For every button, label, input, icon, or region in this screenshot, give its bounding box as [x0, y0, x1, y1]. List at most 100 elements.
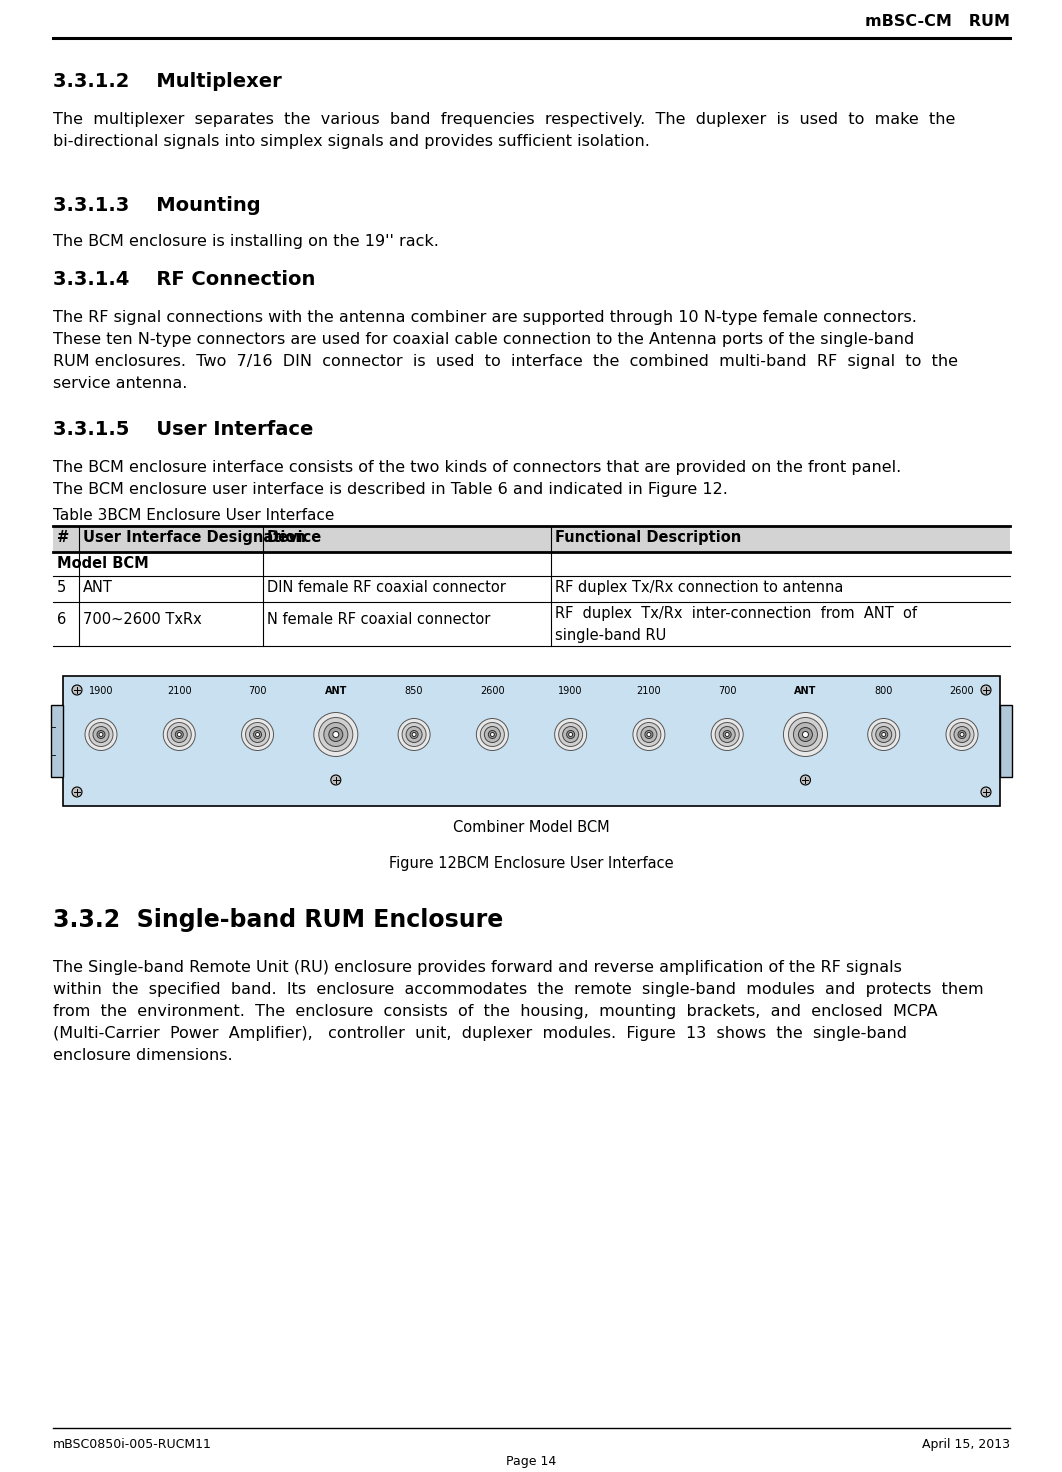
Circle shape — [801, 774, 810, 785]
Circle shape — [72, 684, 82, 695]
Text: DIN female RF coaxial connector: DIN female RF coaxial connector — [267, 580, 506, 595]
Circle shape — [799, 727, 812, 742]
Circle shape — [72, 788, 82, 796]
Circle shape — [245, 723, 270, 746]
Circle shape — [723, 730, 731, 739]
Text: Functional Description: Functional Description — [555, 530, 741, 545]
Bar — [51, 705, 63, 777]
Text: 6: 6 — [57, 612, 66, 627]
Text: enclosure dimensions.: enclosure dimensions. — [53, 1048, 233, 1063]
Circle shape — [412, 733, 416, 736]
Circle shape — [491, 733, 495, 736]
Circle shape — [402, 723, 426, 746]
Text: ANT: ANT — [325, 686, 347, 696]
Text: mBSC0850i-005-RUCM11: mBSC0850i-005-RUCM11 — [53, 1438, 212, 1451]
Text: April 15, 2013: April 15, 2013 — [922, 1438, 1010, 1451]
Text: 3.3.2  Single-band RUM Enclosure: 3.3.2 Single-band RUM Enclosure — [53, 908, 503, 932]
Circle shape — [93, 727, 109, 742]
Text: Device: Device — [267, 530, 322, 545]
Circle shape — [563, 727, 579, 742]
Circle shape — [313, 712, 358, 757]
Circle shape — [554, 718, 586, 751]
Circle shape — [484, 727, 500, 742]
Text: The Single-band Remote Unit (RU) enclosure provides forward and reverse amplific: The Single-band Remote Unit (RU) enclosu… — [53, 960, 902, 974]
Circle shape — [803, 732, 808, 737]
Circle shape — [784, 712, 827, 757]
Circle shape — [559, 723, 583, 746]
Circle shape — [876, 727, 892, 742]
Circle shape — [168, 723, 191, 746]
Circle shape — [241, 718, 274, 751]
Circle shape — [981, 788, 991, 796]
Circle shape — [331, 774, 341, 785]
Circle shape — [329, 727, 343, 742]
Circle shape — [960, 733, 964, 736]
Text: RUM enclosures.  Two  7/16  DIN  connector  is  used  to  interface  the  combin: RUM enclosures. Two 7/16 DIN connector i… — [53, 353, 958, 369]
Text: 2600: 2600 — [949, 686, 974, 696]
Text: Figure 12BCM Enclosure User Interface: Figure 12BCM Enclosure User Interface — [389, 857, 673, 871]
Text: from  the  environment.  The  enclosure  consists  of  the  housing,  mounting  : from the environment. The enclosure cons… — [53, 1004, 938, 1019]
Circle shape — [85, 718, 117, 751]
Text: The BCM enclosure interface consists of the two kinds of connectors that are pro: The BCM enclosure interface consists of … — [53, 459, 902, 475]
Circle shape — [398, 718, 430, 751]
Text: 800: 800 — [874, 686, 893, 696]
Text: 5: 5 — [57, 580, 66, 595]
Text: ANT: ANT — [83, 580, 113, 595]
Circle shape — [489, 730, 496, 739]
Text: within  the  specified  band.  Its  enclosure  accommodates  the  remote  single: within the specified band. Its enclosure… — [53, 982, 983, 997]
Text: User Interface Designation: User Interface Designation — [83, 530, 306, 545]
Circle shape — [868, 718, 900, 751]
Circle shape — [567, 730, 575, 739]
Circle shape — [97, 730, 105, 739]
Circle shape — [633, 718, 665, 751]
Text: The BCM enclosure user interface is described in Table 6 and indicated in Figure: The BCM enclosure user interface is desc… — [53, 481, 727, 498]
Circle shape — [981, 684, 991, 695]
Text: 2100: 2100 — [636, 686, 662, 696]
Bar — [1000, 705, 1012, 777]
Circle shape — [254, 730, 261, 739]
Circle shape — [175, 730, 184, 739]
Text: mBSC-CM   RUM: mBSC-CM RUM — [866, 15, 1010, 29]
Circle shape — [250, 727, 266, 742]
Circle shape — [881, 733, 886, 736]
Text: #: # — [57, 530, 69, 545]
Circle shape — [647, 733, 651, 736]
Text: 1900: 1900 — [89, 686, 114, 696]
Text: Model BCM: Model BCM — [57, 556, 149, 571]
Text: RF  duplex  Tx/Rx  inter-connection  from  ANT  of: RF duplex Tx/Rx inter-connection from AN… — [555, 606, 917, 621]
Circle shape — [637, 723, 661, 746]
Text: 2100: 2100 — [167, 686, 191, 696]
Text: 3.3.1.5    User Interface: 3.3.1.5 User Interface — [53, 420, 313, 439]
Text: Combiner Model BCM: Combiner Model BCM — [453, 820, 610, 835]
Bar — [63, 676, 1000, 807]
Circle shape — [177, 733, 182, 736]
Circle shape — [793, 723, 818, 746]
Bar — [53, 526, 1010, 552]
Text: The RF signal connections with the antenna combiner are supported through 10 N-t: The RF signal connections with the anten… — [53, 311, 917, 325]
Circle shape — [954, 727, 970, 742]
Text: single-band RU: single-band RU — [555, 629, 666, 643]
Circle shape — [89, 723, 113, 746]
Text: 850: 850 — [405, 686, 424, 696]
Circle shape — [164, 718, 195, 751]
Circle shape — [324, 723, 348, 746]
Circle shape — [406, 727, 422, 742]
Text: 3.3.1.4    RF Connection: 3.3.1.4 RF Connection — [53, 269, 315, 289]
Circle shape — [719, 727, 735, 742]
Circle shape — [715, 723, 739, 746]
Text: 3.3.1.2    Multiplexer: 3.3.1.2 Multiplexer — [53, 72, 281, 91]
Circle shape — [645, 730, 653, 739]
Circle shape — [712, 718, 743, 751]
Circle shape — [879, 730, 888, 739]
Text: The BCM enclosure is installing on the 19'' rack.: The BCM enclosure is installing on the 1… — [53, 234, 439, 249]
Circle shape — [872, 723, 895, 746]
Circle shape — [725, 733, 730, 736]
Text: bi-directional signals into simplex signals and provides sufficient isolation.: bi-directional signals into simplex sign… — [53, 134, 650, 149]
Circle shape — [410, 730, 418, 739]
Text: 700: 700 — [249, 686, 267, 696]
Text: 700: 700 — [718, 686, 736, 696]
Text: (Multi-Carrier  Power  Amplifier),   controller  unit,  duplexer  modules.  Figu: (Multi-Carrier Power Amplifier), control… — [53, 1026, 907, 1041]
Circle shape — [958, 730, 966, 739]
Text: N female RF coaxial connector: N female RF coaxial connector — [267, 612, 491, 627]
Text: 3.3.1.3    Mounting: 3.3.1.3 Mounting — [53, 196, 260, 215]
